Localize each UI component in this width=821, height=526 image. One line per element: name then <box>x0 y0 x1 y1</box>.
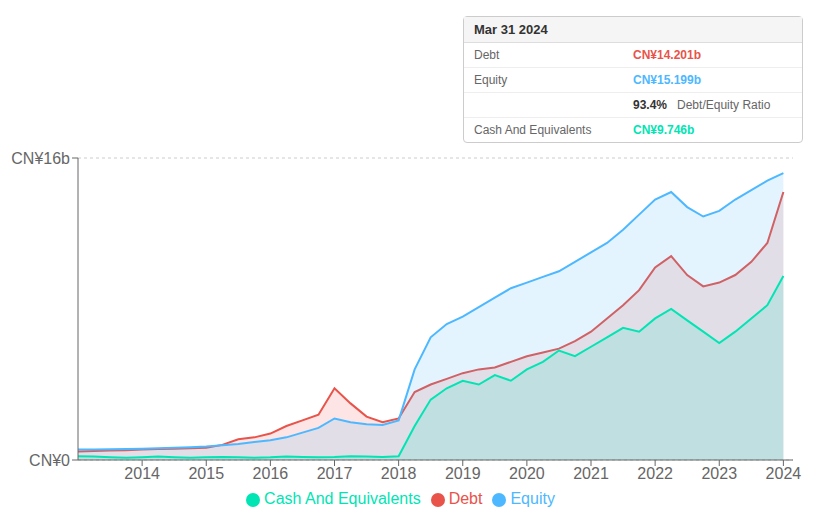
svg-text:2020: 2020 <box>509 465 545 482</box>
svg-text:2019: 2019 <box>445 465 481 482</box>
svg-text:2024: 2024 <box>766 465 802 482</box>
svg-text:2021: 2021 <box>573 465 609 482</box>
html-text:CN¥14.201b: CN¥14.201b <box>633 48 701 62</box>
html-text:Equity: Equity <box>474 73 508 87</box>
html-text:Debt: Debt <box>448 490 483 507</box>
svg-text:CN¥0: CN¥0 <box>29 452 70 469</box>
svg-text:2015: 2015 <box>188 465 224 482</box>
svg-text:CN¥16b: CN¥16b <box>11 150 70 167</box>
html-text:CN¥9.746b: CN¥9.746b <box>633 123 695 137</box>
svg-text:2014: 2014 <box>124 465 160 482</box>
html-text:Debt: Debt <box>474 48 500 62</box>
html-text:Mar 31 2024: Mar 31 2024 <box>474 22 548 37</box>
svg-text:2018: 2018 <box>381 465 417 482</box>
svg-text:2016: 2016 <box>253 465 289 482</box>
svg-text:2017: 2017 <box>317 465 353 482</box>
svg-text:2023: 2023 <box>701 465 737 482</box>
html-text:CN¥15.199b: CN¥15.199b <box>633 73 701 87</box>
svg-text:2022: 2022 <box>637 465 673 482</box>
html-text:Equity: Equity <box>510 490 555 507</box>
html-text:Cash And Equivalents: Cash And Equivalents <box>474 123 592 137</box>
html-text:Debt/Equity Ratio: Debt/Equity Ratio <box>677 98 771 112</box>
html-text:93.4%: 93.4% <box>633 98 667 112</box>
html-text:Cash And Equivalents: Cash And Equivalents <box>264 490 421 507</box>
